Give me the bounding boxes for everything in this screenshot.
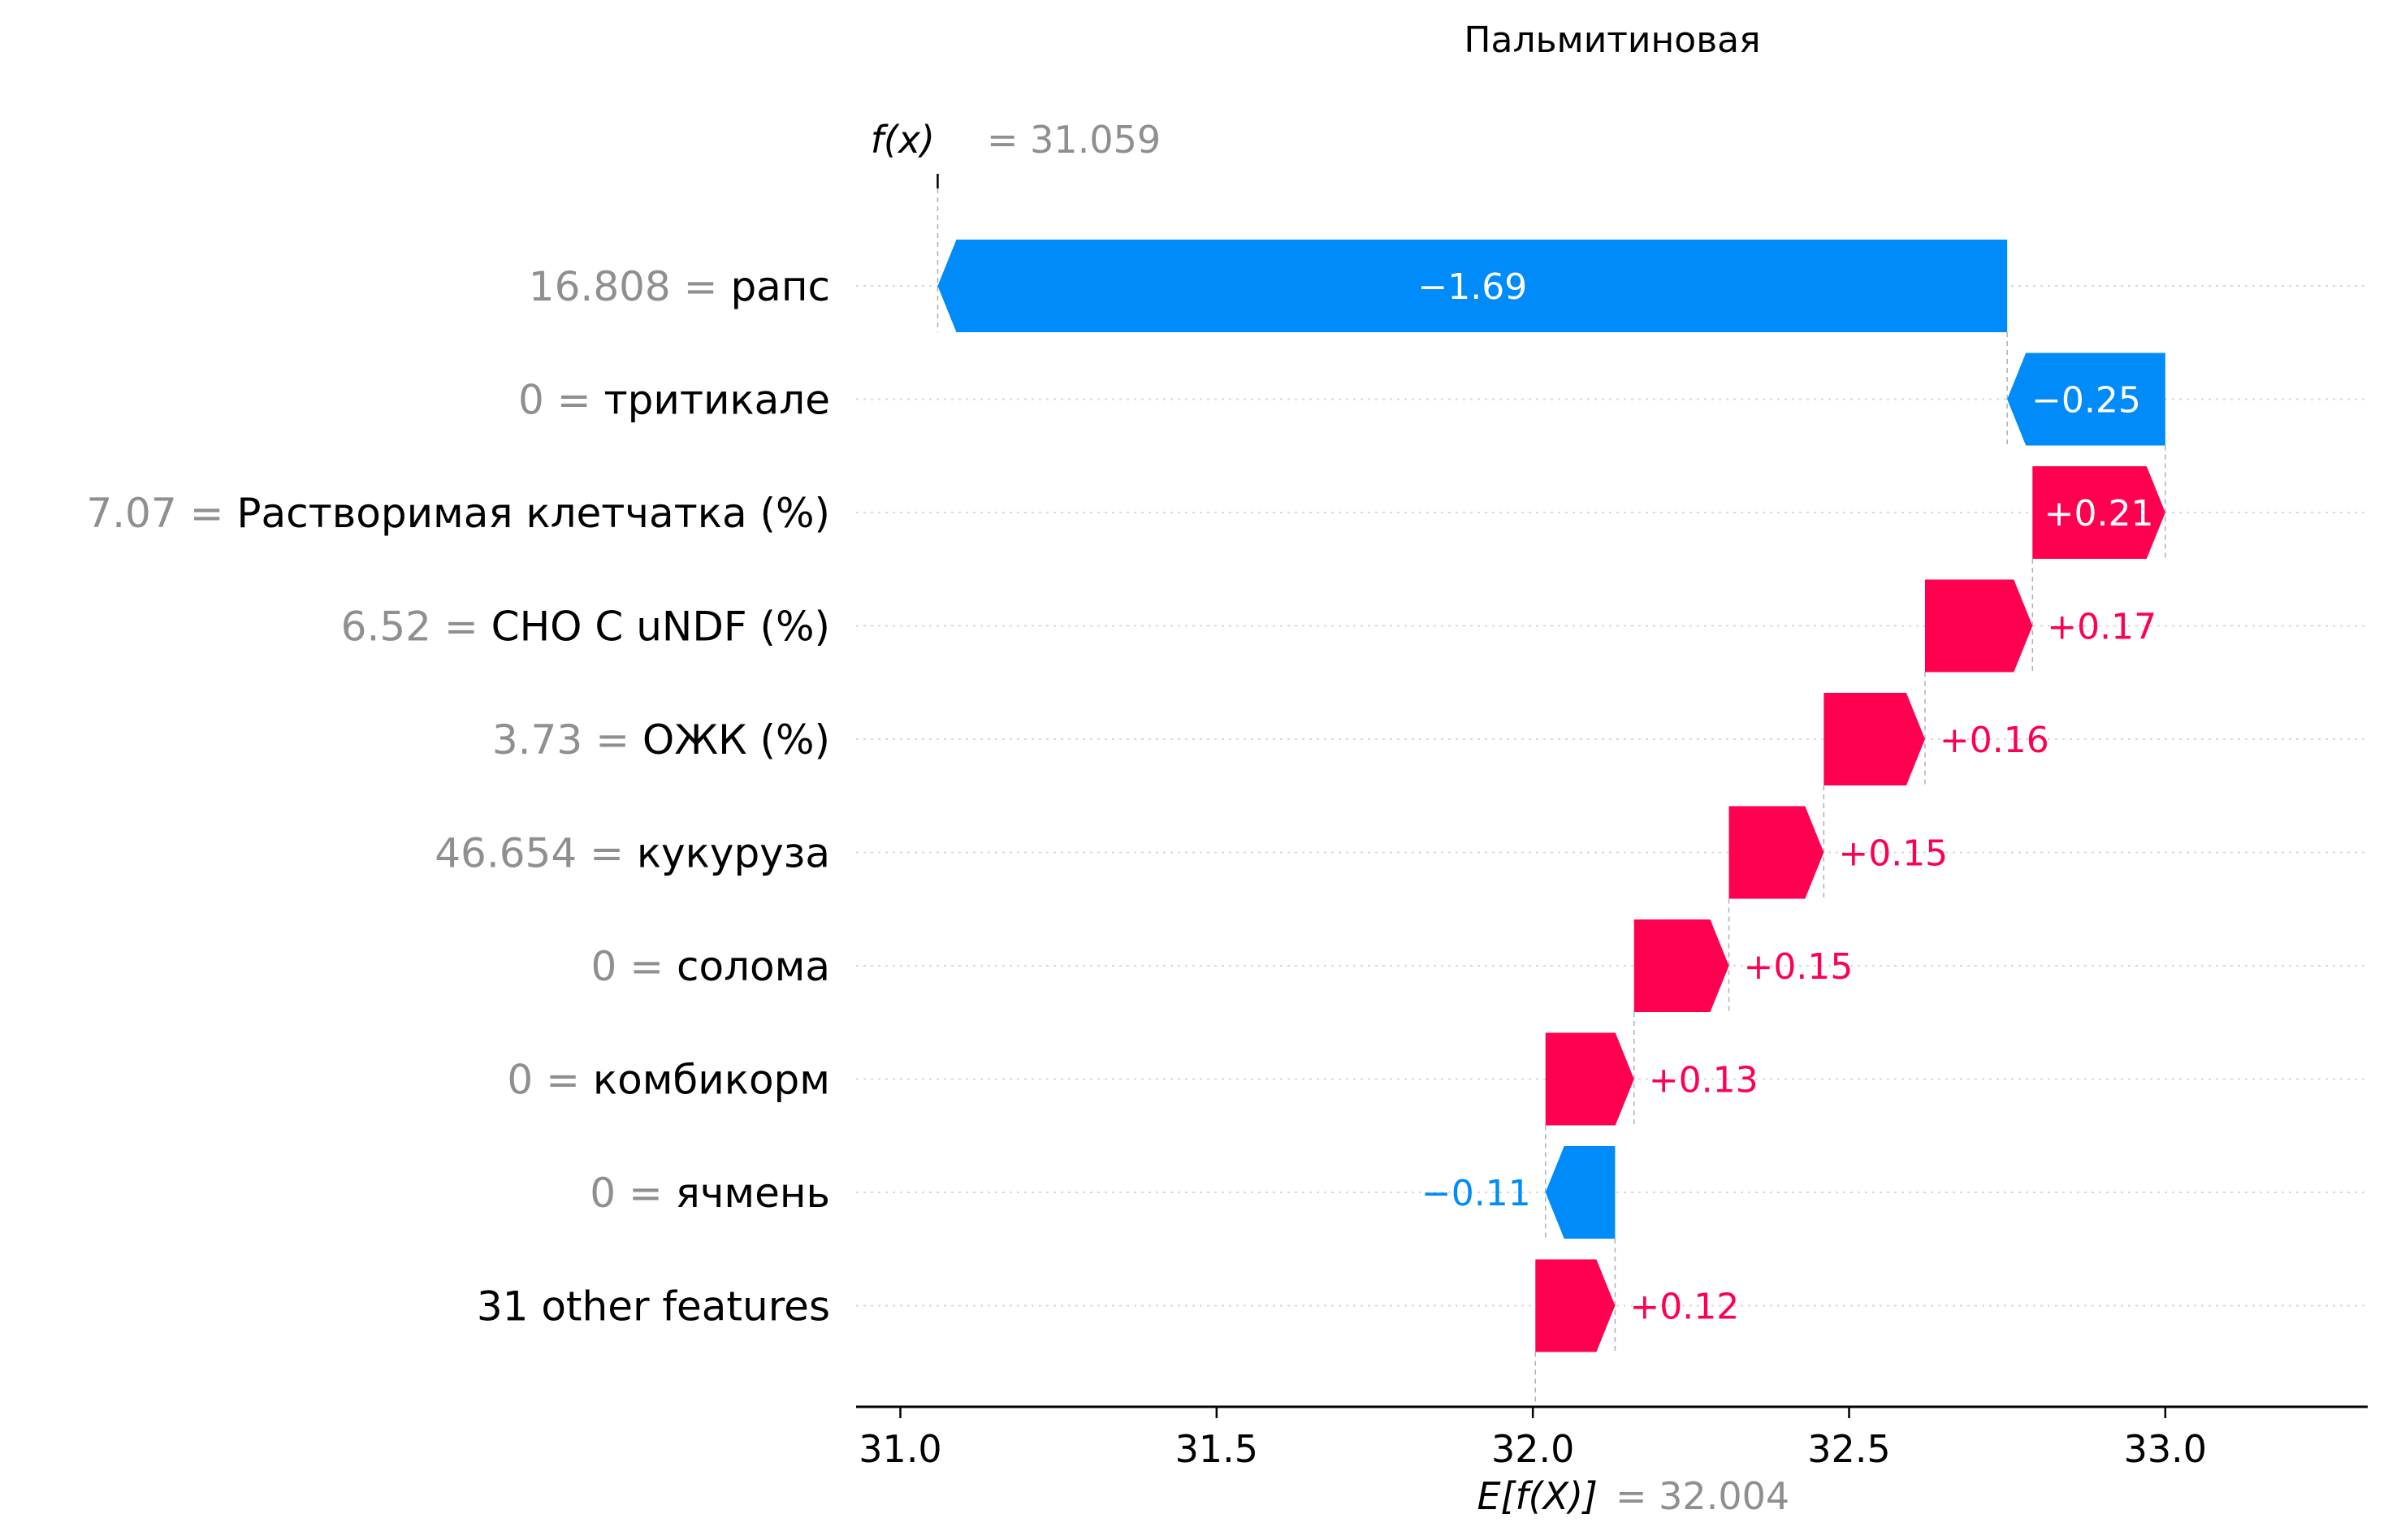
feature-label: 31 other features bbox=[477, 1283, 830, 1330]
feature-name: 31 other features bbox=[477, 1283, 830, 1330]
bar-positive bbox=[2032, 466, 2165, 559]
feature-name: тритикале bbox=[603, 377, 830, 424]
feature-label: 3.73 = ОЖК (%) bbox=[492, 716, 830, 764]
feature-label: 7.07 = Растворимая клетчатка (%) bbox=[86, 490, 830, 537]
bar-positive bbox=[1823, 693, 1925, 785]
feature-value: 46.654 = bbox=[435, 830, 637, 877]
x-tick-label: 31.0 bbox=[859, 1427, 941, 1471]
x-tick-label: 32.5 bbox=[1807, 1427, 1890, 1471]
feature-label: 46.654 = кукуруза bbox=[435, 830, 830, 877]
bar-value-label: +0.16 bbox=[1940, 720, 2049, 761]
feature-value: 0 = bbox=[507, 1057, 593, 1104]
bar-value-label: −0.11 bbox=[1421, 1173, 1531, 1214]
feature-labels: 16.808 = рапс 0 = тритикале 7.07 = Раствор… bbox=[86, 263, 830, 1330]
feature-value: 7.07 = bbox=[86, 490, 236, 537]
bars: −1.69 −0.25 +0.21 +0.17 +0.16 +0.15 +0.15 +0.13… bbox=[937, 240, 2165, 1352]
feature-label: 0 = комбикорм bbox=[507, 1057, 830, 1104]
bar-positive bbox=[1535, 1259, 1616, 1352]
bar-negative bbox=[1545, 1146, 1616, 1239]
feature-value: 6.52 = bbox=[341, 603, 491, 651]
fx-value: = 31.059 bbox=[987, 118, 1161, 162]
bar-value-label: +0.12 bbox=[1629, 1287, 1739, 1328]
bar-value-label: −0.25 bbox=[2031, 380, 2141, 422]
chart-title: Пальмитиновая bbox=[1464, 19, 1760, 61]
base-math: E[f(X)] bbox=[1477, 1474, 1598, 1518]
fx-annotation: f(x) = 31.059 bbox=[871, 118, 1161, 162]
bar-value-label: +0.17 bbox=[2047, 607, 2157, 648]
bar-value-label: +0.21 bbox=[2044, 493, 2154, 534]
feature-label: 0 = тритикале bbox=[518, 377, 830, 424]
x-tick-label: 33.0 bbox=[2124, 1427, 2207, 1471]
bar-negative bbox=[937, 240, 2008, 332]
feature-label: 6.52 = CHO C uNDF (%) bbox=[341, 603, 830, 651]
bar-negative bbox=[2007, 353, 2165, 446]
x-tick-label: 31.5 bbox=[1175, 1427, 1258, 1471]
feature-label: 16.808 = рапс bbox=[529, 263, 830, 310]
feature-label: 0 = ячмень bbox=[590, 1170, 830, 1217]
base-label: E[f(X)] bbox=[1477, 1474, 1598, 1518]
bar-positive bbox=[1633, 919, 1729, 1012]
feature-value: 0 = bbox=[590, 1170, 676, 1217]
feature-name: ячмень bbox=[676, 1170, 830, 1217]
fx-label: f(x) bbox=[871, 118, 935, 162]
bar-value-label: +0.15 bbox=[1744, 946, 1854, 988]
feature-value: 0 = bbox=[591, 943, 677, 990]
bar-value-label: −1.69 bbox=[1417, 266, 1527, 308]
feature-name: солома bbox=[677, 943, 830, 990]
bar-value-label: +0.13 bbox=[1649, 1060, 1759, 1101]
feature-name: ОЖК (%) bbox=[642, 716, 830, 764]
base-value: = 32.004 bbox=[1616, 1474, 1789, 1518]
base-annotation: E[f(X)] = 32.004 bbox=[1477, 1474, 1789, 1518]
feature-value: 16.808 = bbox=[529, 263, 731, 310]
bar-positive bbox=[1728, 806, 1824, 899]
bar-positive bbox=[1545, 1032, 1634, 1126]
connector-lines bbox=[937, 174, 2166, 1407]
feature-name: комбикорм bbox=[593, 1057, 830, 1104]
feature-name: кукуруза bbox=[637, 830, 830, 877]
x-tick-label: 32.0 bbox=[1491, 1427, 1574, 1471]
fx-math: f(x) bbox=[871, 118, 935, 162]
x-ticks: 31.0 31.5 32.0 32.5 33.0 bbox=[859, 1407, 2207, 1471]
feature-name: CHO C uNDF (%) bbox=[491, 603, 830, 651]
feature-name: Растворимая клетчатка (%) bbox=[236, 490, 830, 537]
feature-name: рапс bbox=[730, 263, 830, 310]
bar-positive bbox=[1924, 579, 2033, 673]
feature-value: 0 = bbox=[518, 377, 604, 424]
feature-value: 3.73 = bbox=[492, 716, 642, 764]
feature-label: 0 = солома bbox=[591, 943, 831, 990]
bar-value-label: +0.15 bbox=[1838, 833, 1948, 875]
